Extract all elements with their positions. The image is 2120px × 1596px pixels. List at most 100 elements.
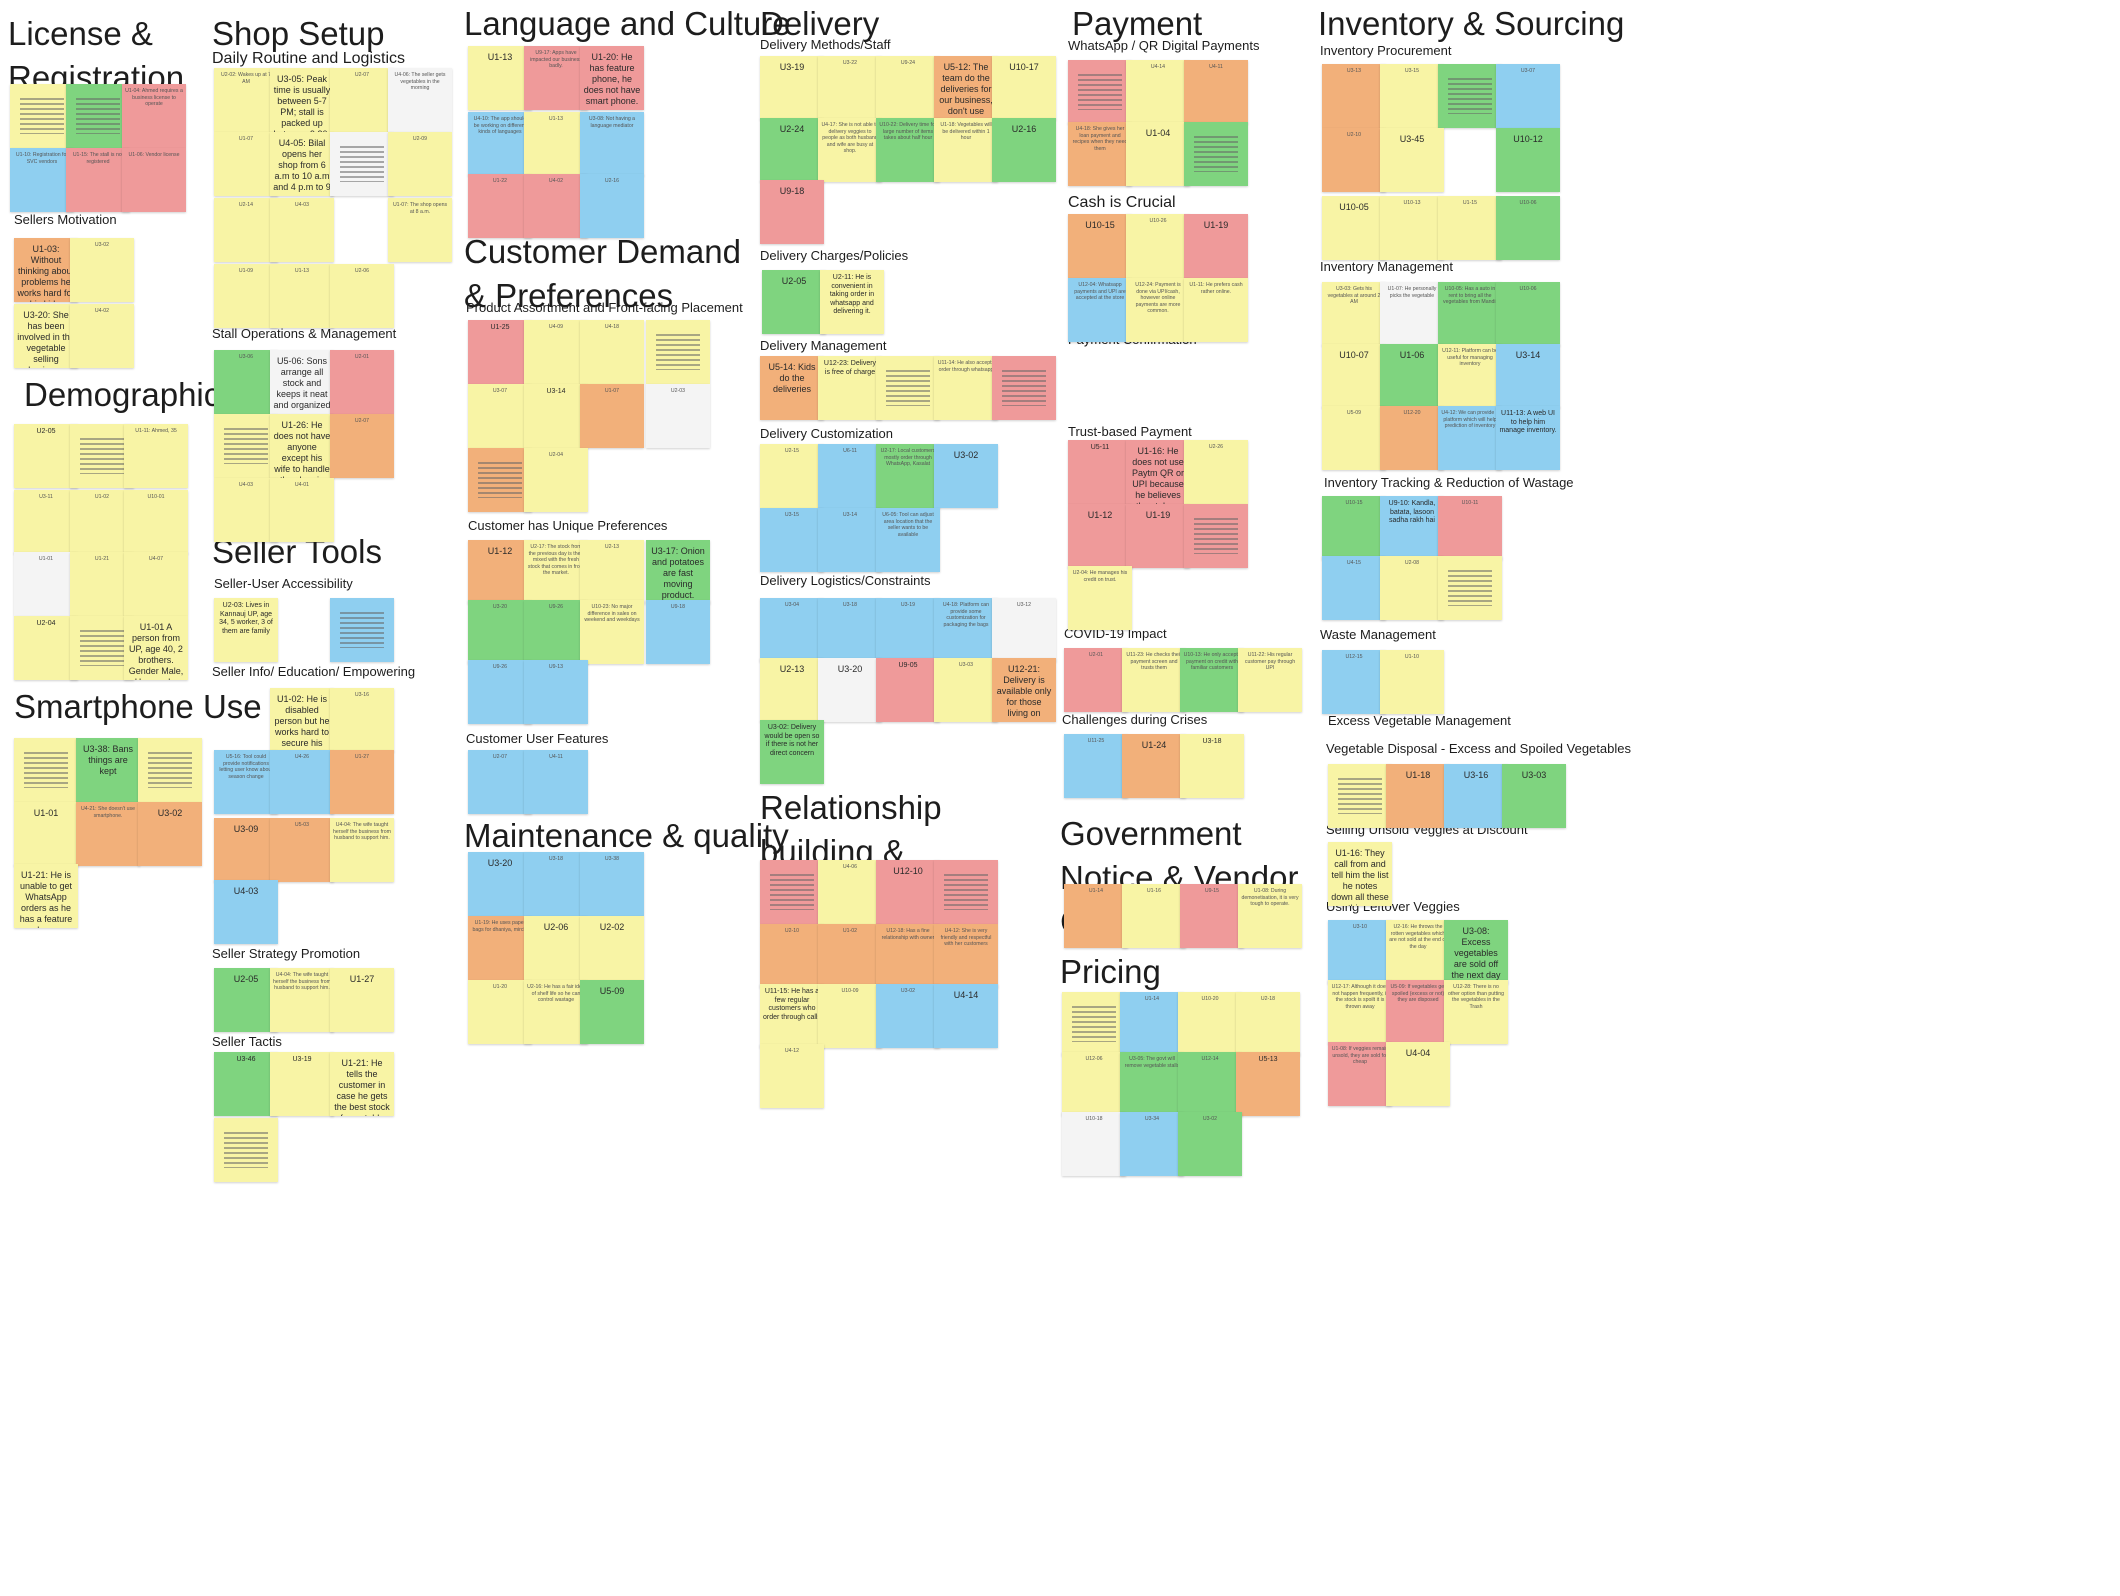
sticky-note[interactable]: U1-02 [818, 924, 882, 988]
sticky-note[interactable]: U3-10 [1328, 920, 1392, 984]
sticky-note[interactable]: U2-06 [330, 264, 394, 328]
sticky-note[interactable]: U3-20 [818, 658, 882, 722]
sticky-note[interactable]: U1-11: He prefers cash rather online. [1184, 278, 1248, 342]
sticky-note[interactable]: U11-13: A web UI to help him manage inve… [1496, 406, 1560, 470]
sticky-note[interactable]: U1-15: The stall is not registered [66, 148, 130, 212]
sticky-note[interactable]: U10-07 [1322, 344, 1386, 408]
sticky-note[interactable]: U2-01 [1064, 648, 1128, 712]
sticky-note[interactable]: U1-06: Vendor license [122, 148, 186, 212]
sticky-note[interactable]: U2-05 [14, 424, 78, 488]
sticky-note[interactable] [70, 616, 134, 680]
sticky-note[interactable] [934, 860, 998, 924]
sticky-note[interactable]: U3-03 [934, 658, 998, 722]
sticky-note[interactable]: U3-38: Bans things are kept [76, 738, 140, 802]
sticky-note[interactable]: U1-11: Ahmed, 35 [124, 424, 188, 488]
sticky-note[interactable]: U1-07: He personally picks the vegetable [1380, 282, 1444, 346]
sticky-note[interactable]: U1-21: He is unable to get WhatsApp orde… [14, 864, 78, 928]
sticky-note[interactable] [330, 132, 394, 196]
sticky-note[interactable]: U2-08 [1380, 556, 1444, 620]
sticky-note[interactable]: U1-24 [1122, 734, 1186, 798]
sticky-note[interactable]: U1-04 [1126, 122, 1190, 186]
sticky-note[interactable]: U1-22 [468, 174, 532, 238]
sticky-note[interactable]: U1-08: During demonetisation, it is very… [1238, 884, 1302, 948]
sticky-note[interactable]: U11-15: He has a few regular customers w… [760, 984, 824, 1048]
sticky-note[interactable]: U3-14 [524, 384, 588, 448]
sticky-note[interactable]: U5-06: Sons arrange all stock and keeps … [270, 350, 334, 414]
sticky-note[interactable] [646, 320, 710, 384]
sticky-note[interactable]: U3-15 [1380, 64, 1444, 128]
sticky-note[interactable]: U3-18 [1180, 734, 1244, 798]
sticky-note[interactable]: U4-26 [270, 750, 334, 814]
sticky-note[interactable]: U5-09: If vegetables get spoiled (excess… [1386, 980, 1450, 1044]
sticky-note[interactable]: U4-11 [1184, 60, 1248, 124]
sticky-note[interactable]: U3-05: The govt will remove vegetable st… [1120, 1052, 1184, 1116]
sticky-note[interactable]: U3-18 [818, 598, 882, 662]
sticky-note[interactable]: U3-02: Delivery would be open so if ther… [760, 720, 824, 784]
sticky-note[interactable]: U1-13 [468, 46, 532, 110]
sticky-note[interactable]: U4-14 [934, 984, 998, 1048]
sticky-note[interactable]: U3-20 [468, 852, 532, 916]
sticky-note[interactable]: U3-46 [214, 1052, 278, 1116]
sticky-note[interactable]: U5-09 [580, 980, 644, 1044]
sticky-note[interactable]: U12-11: Platform can be useful for manag… [1438, 344, 1502, 408]
sticky-note[interactable]: U1-16: They call from and tell him the l… [1328, 842, 1392, 906]
sticky-note[interactable]: U2-15 [760, 444, 824, 508]
sticky-note[interactable]: U4-03 [214, 478, 278, 542]
sticky-note[interactable]: U9-15 [1180, 884, 1244, 948]
sticky-note[interactable]: U1-14 [1120, 992, 1184, 1056]
sticky-note[interactable]: U1-10: Registration for SVC vendors [10, 148, 74, 212]
sticky-note[interactable]: U2-02 [580, 916, 644, 980]
sticky-note[interactable]: U1-04: Ahmed requires a business license… [122, 84, 186, 148]
sticky-note[interactable]: U3-19 [876, 598, 940, 662]
sticky-note[interactable]: U1-10 [1380, 650, 1444, 714]
sticky-note[interactable]: U9-17: Apps have impacted our business b… [524, 46, 588, 110]
sticky-note[interactable]: U4-11 [524, 750, 588, 814]
sticky-note[interactable]: U11-25 [1064, 734, 1128, 798]
sticky-note[interactable]: U4-01 [270, 478, 334, 542]
sticky-note[interactable]: U4-02 [524, 174, 588, 238]
sticky-note[interactable]: U1-07 [214, 132, 278, 196]
sticky-note[interactable]: U3-02 [1178, 1112, 1242, 1176]
sticky-note[interactable]: U2-10 [1322, 128, 1386, 192]
sticky-note[interactable]: U3-04 [760, 598, 824, 662]
sticky-note[interactable] [992, 356, 1056, 420]
sticky-note[interactable]: U2-26 [1184, 440, 1248, 504]
sticky-note[interactable]: U1-27 [330, 750, 394, 814]
sticky-note[interactable]: U2-05 [214, 968, 278, 1032]
sticky-note[interactable]: U5-16: Tool could provide notifications … [214, 750, 278, 814]
sticky-note[interactable]: U3-08: Excess vegetables are sold off th… [1444, 920, 1508, 984]
sticky-note[interactable]: U12-14 [1178, 1052, 1242, 1116]
sticky-note[interactable]: U3-16 [1444, 764, 1508, 828]
sticky-note[interactable]: U1-16 [1122, 884, 1186, 948]
sticky-note[interactable]: U12-15 [1322, 650, 1386, 714]
sticky-note[interactable]: U4-04: The wife taught herself the busin… [330, 818, 394, 882]
sticky-note[interactable]: U1-16: He does not use Paytm QR or UPI b… [1126, 440, 1190, 504]
sticky-note[interactable]: U4-09 [524, 320, 588, 384]
sticky-note[interactable]: U6-05: Tool can adjust area location tha… [876, 508, 940, 572]
sticky-note[interactable]: U3-20 [468, 600, 532, 664]
sticky-note[interactable]: U4-05: Bilal opens her shop from 6 a.m t… [270, 132, 334, 196]
sticky-note[interactable]: U4-07 [124, 552, 188, 616]
sticky-note[interactable]: U3-45 [1380, 128, 1444, 192]
sticky-note[interactable]: U10-09 [818, 984, 882, 1048]
sticky-note[interactable]: U3-16 [330, 688, 394, 752]
sticky-note[interactable]: U4-17: She is not able to delivery veggi… [818, 118, 882, 182]
sticky-note[interactable]: U10-12 [1496, 128, 1560, 192]
sticky-note[interactable]: U1-19 [1126, 504, 1190, 568]
sticky-note[interactable]: U4-03 [270, 198, 334, 262]
sticky-note[interactable]: U3-03: Gets his vegetables at around 2 A… [1322, 282, 1386, 346]
sticky-note[interactable]: U9-05 [876, 658, 940, 722]
sticky-note[interactable]: U2-16 [580, 174, 644, 238]
sticky-note[interactable]: U4-06: The seller gets vegetables in the… [388, 68, 452, 132]
sticky-note[interactable]: U2-16: He throws the rotten vegetables w… [1386, 920, 1450, 984]
sticky-note[interactable]: U3-13 [1322, 64, 1386, 128]
sticky-note[interactable]: U2-03: Lives in Kannauj UP, age 34, 5 wo… [214, 598, 278, 662]
sticky-note[interactable]: U9-18 [646, 600, 710, 664]
sticky-note[interactable]: U3-05: Peak time is usually between 5-7 … [270, 68, 334, 132]
sticky-note[interactable]: U3-19 [760, 56, 824, 120]
sticky-note[interactable]: U2-04 [524, 448, 588, 512]
sticky-note[interactable]: U3-07 [1496, 64, 1560, 128]
sticky-note[interactable]: U2-17: The stock from the previous day i… [524, 540, 588, 604]
sticky-note[interactable]: U1-06 [1380, 344, 1444, 408]
sticky-note[interactable]: U3-14 [1496, 344, 1560, 408]
